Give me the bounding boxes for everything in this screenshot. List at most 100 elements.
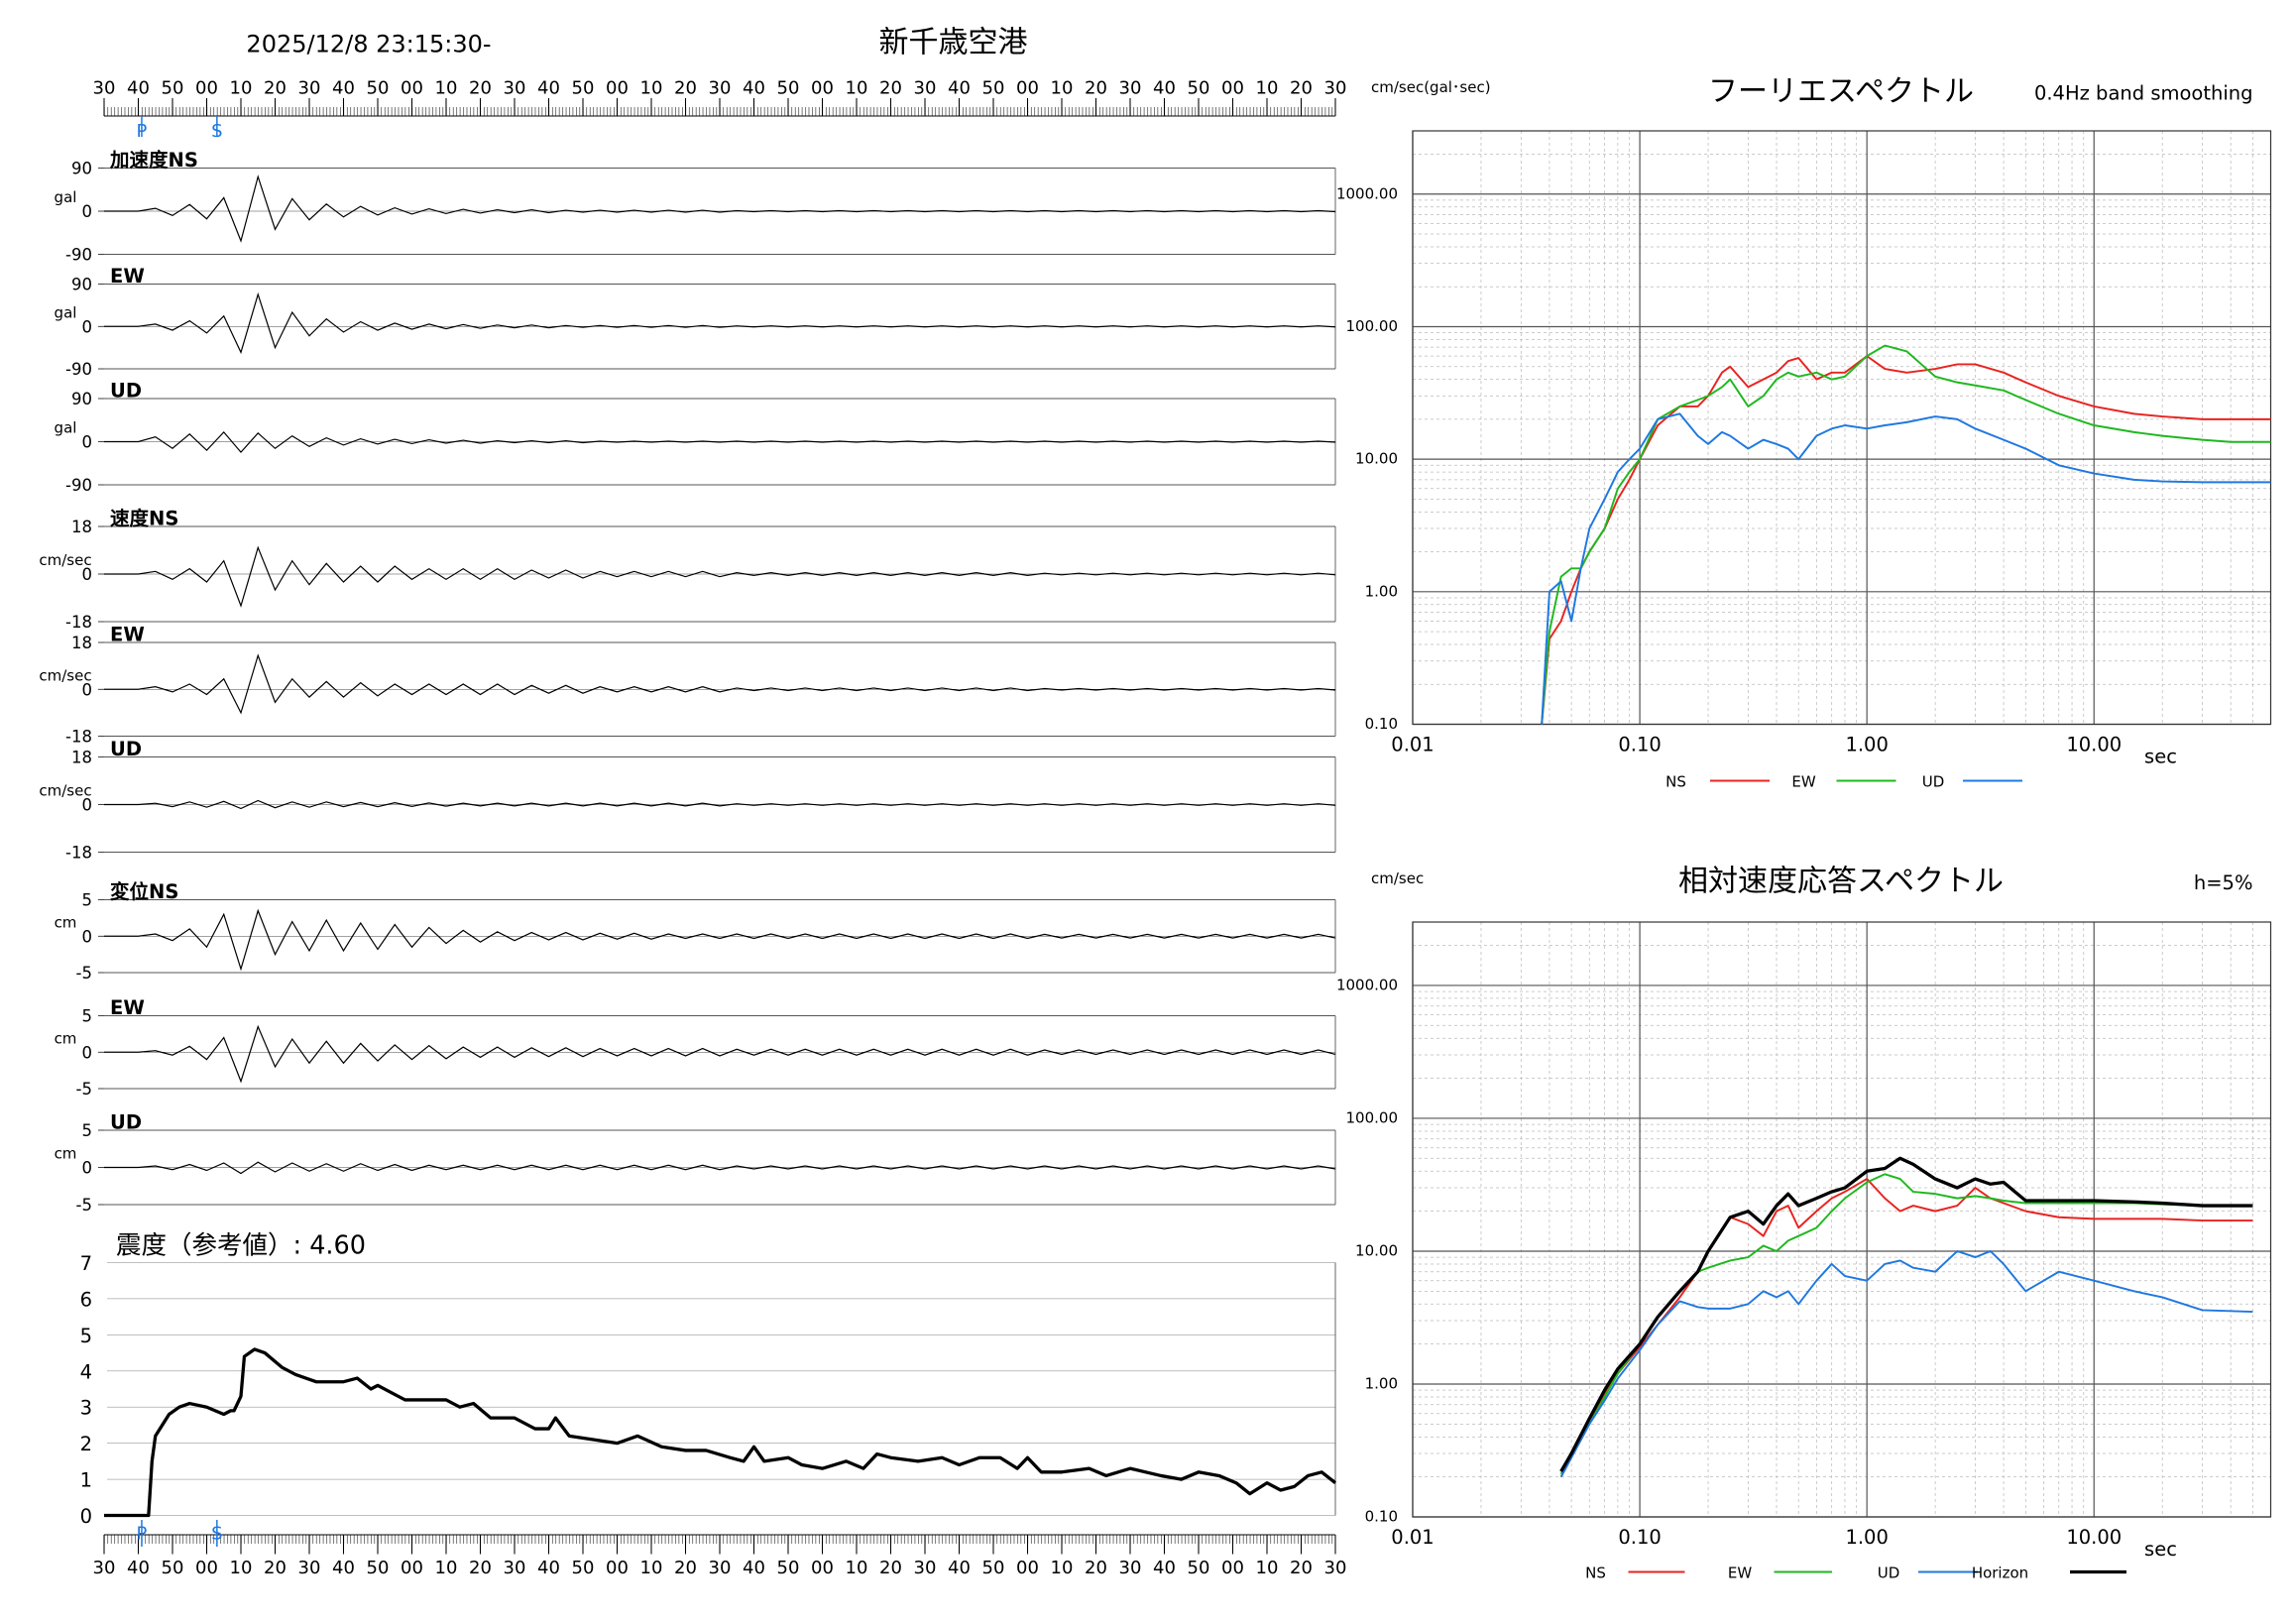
x-tick-label: 40 [743,78,765,99]
x-tick-label: 10 [1256,1558,1279,1578]
y-axis-label: cm/sec [1371,869,1424,887]
y-tick-label: -90 [65,360,92,379]
waveform [104,799,1336,810]
x-tick-label: 20 [1290,1558,1313,1578]
y-tick-label: 0 [82,565,93,584]
panel-label: 変位NS [110,880,178,903]
waveform [104,430,1336,454]
x-tick-label: 0.01 [1391,734,1434,756]
y-tick-label: 5 [82,891,93,910]
phase-label: P [137,1524,148,1545]
datetime: 2025/12/8 23:15:30- [246,31,491,58]
x-tick-label: 10.00 [2066,734,2122,756]
x-tick-label: 40 [537,78,560,99]
y-tick-label: 0.10 [1365,1508,1398,1526]
y-tick-label: 0 [80,1505,92,1528]
x-tick-label: 00 [1016,1558,1039,1578]
y-tick-label: 10.00 [1355,450,1398,468]
x-tick-label: 40 [743,1558,765,1578]
x-tick-label: 20 [1085,1558,1107,1578]
spectrum-line [1541,344,2271,725]
unit-label: cm/sec [39,551,91,569]
y-tick-label: 1.00 [1365,1374,1398,1392]
x-tick-label: 40 [948,1558,971,1578]
y-tick-label: -5 [76,964,92,983]
x-tick-label: 50 [777,1558,800,1578]
x-tick-label: 10 [1256,78,1279,99]
x-tick-label: 30 [709,1558,732,1578]
y-tick-label: 0 [82,317,93,336]
x-tick-label: 10.00 [2066,1526,2122,1549]
y-tick-label: 90 [71,160,92,178]
y-tick-label: -18 [65,613,92,632]
x-tick-label: 50 [162,78,184,99]
panel-label: EW [110,996,145,1019]
x-tick-label: 20 [469,78,492,99]
x-tick-label: 00 [195,1558,218,1578]
x-tick-label: 00 [606,78,629,99]
x-axis-label: sec [2144,1538,2177,1561]
legend-label: UD [1878,1565,1900,1582]
x-tick-label: 1.00 [1845,1526,1888,1549]
x-tick-label: 50 [982,78,1005,99]
unit-label: gal [55,303,77,321]
legend-label: NS [1585,1565,1606,1582]
x-tick-label: 20 [469,1558,492,1578]
y-tick-label: 0 [82,1159,93,1178]
y-tick-label: 90 [71,390,92,408]
x-tick-label: 00 [811,1558,834,1578]
x-tick-label: 30 [298,78,321,99]
x-tick-label: 30 [504,78,526,99]
plot-frame [1412,921,2272,1518]
waveform [104,1161,1336,1175]
unit-label: cm [55,1029,77,1047]
x-tick-label: 20 [1290,78,1313,99]
waveform [104,653,1336,715]
y-tick-label: 0.10 [1365,715,1398,733]
x-tick-label: 20 [879,1558,902,1578]
x-tick-label: 10 [846,78,868,99]
legend-label: NS [1665,773,1686,791]
x-tick-label: 20 [1085,78,1107,99]
panel-label: 速度NS [110,508,178,530]
unit-label: gal [55,188,77,206]
x-tick-label: 30 [1119,1558,1142,1578]
x-tick-label: 40 [127,78,150,99]
legend-label: EW [1791,773,1815,791]
x-tick-label: 00 [606,1558,629,1578]
x-axis-label: sec [2144,746,2177,768]
x-tick-label: 00 [195,78,218,99]
spectrum-line [1541,355,2271,725]
x-tick-label: 50 [777,78,800,99]
waveform [104,174,1336,243]
panel-label: UD [110,380,142,403]
y-tick-label: -5 [76,1080,92,1099]
x-tick-label: 50 [162,1558,184,1578]
x-tick-label: 50 [982,1558,1005,1578]
x-tick-label: 10 [230,1558,253,1578]
x-tick-label: 00 [811,78,834,99]
y-tick-label: 6 [80,1288,92,1311]
panel-label: EW [110,265,145,288]
x-tick-label: 20 [674,1558,697,1578]
y-tick-label: 1.00 [1365,582,1398,600]
intensity-line [104,1347,1337,1518]
plot-frame [1412,130,2272,726]
y-tick-label: 1000.00 [1336,976,1398,993]
x-tick-label: 50 [367,78,390,99]
unit-label: gal [55,419,77,437]
y-tick-label: 4 [80,1360,92,1383]
chart-title: 相対速度応答スペクトル [1678,865,2004,899]
y-tick-label: -18 [65,728,92,747]
y-tick-label: 5 [82,1121,93,1140]
x-tick-label: 00 [1016,78,1039,99]
y-tick-label: -90 [65,476,92,495]
y-tick-label: 18 [71,634,92,652]
x-tick-label: 50 [1188,1558,1210,1578]
unit-label: cm/sec [39,666,91,684]
spectrum-line [1559,1156,2253,1472]
x-tick-label: 30 [914,1558,937,1578]
y-tick-label: -18 [65,844,92,863]
waveform [104,908,1336,972]
chart-subtitle: h=5% [2194,871,2253,894]
